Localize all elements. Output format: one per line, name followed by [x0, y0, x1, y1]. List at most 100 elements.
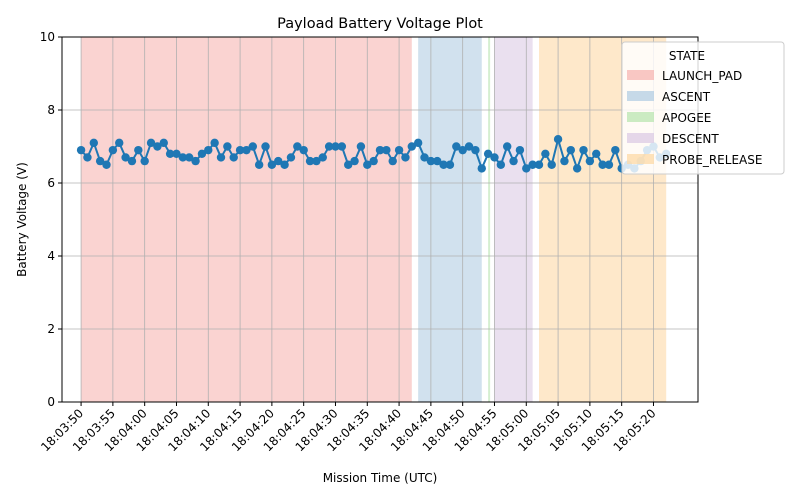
data-point [286, 153, 296, 162]
state-band-launch-pad [81, 37, 412, 402]
legend-swatch-launch-pad [627, 70, 654, 80]
data-point [121, 153, 130, 162]
data-point [572, 164, 582, 173]
y-tick-label: 8 [47, 103, 55, 117]
legend-swatch-apogee [627, 112, 654, 122]
state-bands [81, 37, 667, 402]
data-point [197, 149, 207, 158]
data-point [115, 138, 124, 148]
data-point [433, 156, 442, 166]
data-point [318, 153, 327, 162]
data-point [248, 142, 257, 151]
data-point [388, 156, 397, 166]
data-point [490, 153, 499, 162]
data-point [541, 149, 550, 158]
data-point [83, 153, 92, 162]
data-point [579, 145, 588, 155]
data-point [496, 160, 506, 169]
data-point [191, 156, 200, 166]
data-point [223, 142, 232, 151]
data-point [153, 142, 162, 151]
data-point [344, 160, 353, 169]
legend-box [621, 41, 785, 175]
data-point [407, 142, 416, 151]
data-point [235, 145, 245, 155]
data-point [534, 160, 544, 169]
data-point [420, 153, 429, 162]
data-point [611, 145, 620, 155]
data-point [134, 145, 143, 155]
legend-swatch-ascent [627, 91, 654, 101]
data-point [280, 160, 289, 169]
data-point [331, 142, 340, 151]
data-point [585, 156, 595, 166]
legend-label-apogee: APOGEE [662, 111, 711, 125]
data-point [528, 160, 537, 169]
state-band-ascent [418, 37, 482, 402]
data-point [242, 145, 251, 155]
data-point [566, 145, 575, 155]
data-point [547, 160, 556, 169]
data-point [204, 145, 213, 155]
data-point [560, 156, 569, 166]
data-point [464, 142, 474, 151]
data-point [375, 145, 385, 155]
data-point [127, 156, 137, 166]
data-point [426, 156, 436, 166]
legend-label-ascent: ASCENT [662, 90, 711, 104]
data-point [210, 138, 219, 148]
legend-swatch-probe-release [627, 154, 654, 164]
data-point [312, 156, 321, 166]
data-point [102, 160, 111, 169]
x-axis-title: Mission Time (UTC) [323, 471, 438, 485]
data-point [515, 145, 525, 155]
data-point [178, 153, 188, 162]
data-point [267, 160, 277, 169]
y-tick-label: 2 [47, 322, 55, 336]
y-tick-label: 4 [47, 249, 55, 263]
data-point [553, 135, 563, 144]
data-point [592, 149, 601, 158]
y-tick-label: 10 [40, 30, 55, 44]
data-point [172, 149, 181, 158]
data-point [369, 156, 378, 166]
grid [62, 36, 698, 403]
data-point [229, 153, 238, 162]
legend: STATE LAUNCH_PAD ASCENT APOGEE DESCENT PROBE_… [621, 41, 785, 175]
data-point [254, 160, 264, 169]
data-point [261, 142, 270, 151]
data-point [382, 145, 391, 155]
data-point [598, 160, 607, 169]
data-point [483, 149, 493, 158]
data-point [159, 138, 168, 148]
voltage-series [76, 135, 671, 173]
data-point [140, 156, 149, 166]
data-point [509, 156, 518, 166]
legend-label-probe-release: PROBE_RELEASE [662, 153, 762, 167]
legend-label-descent: DESCENT [662, 132, 719, 146]
data-point [458, 145, 467, 155]
data-point [503, 142, 512, 151]
y-tick-label: 6 [47, 176, 55, 190]
data-point [305, 156, 315, 166]
data-point [185, 153, 194, 162]
data-point [413, 138, 423, 148]
data-point [95, 156, 105, 166]
legend-swatch-descent [627, 133, 654, 143]
data-point [604, 160, 614, 169]
data-point [216, 153, 226, 162]
data-point [477, 164, 486, 173]
data-point [299, 145, 308, 155]
data-point [350, 156, 359, 166]
legend-title: STATE [669, 49, 705, 63]
data-point [452, 142, 461, 151]
data-point [337, 142, 347, 151]
data-point [445, 160, 455, 169]
data-point [293, 142, 302, 151]
plot-frame [61, 36, 699, 403]
data-point [439, 160, 448, 169]
y-tick-label: 0 [47, 395, 55, 409]
data-point [356, 142, 366, 151]
data-point [522, 164, 531, 173]
